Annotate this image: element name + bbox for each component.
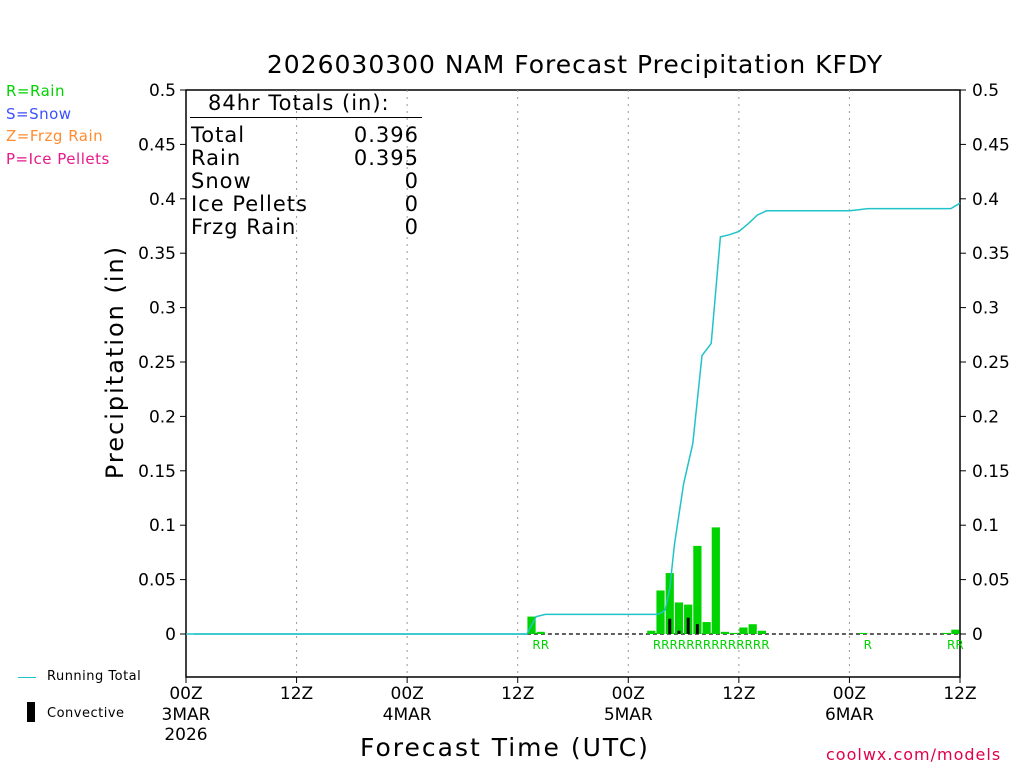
y-tick-label-right: 0.1	[972, 516, 999, 536]
y-tick-label-right: 0.3	[972, 299, 999, 319]
y-tick-label-right: 0.35	[972, 244, 1010, 264]
y-tick-label-left: 0.15	[138, 462, 176, 482]
x-tick-label: 12Z	[501, 684, 534, 704]
precip-bar	[711, 527, 720, 634]
totals-row-label: Rain	[191, 146, 242, 170]
x-tick-label: 12Z	[943, 684, 976, 704]
y-tick-label-right: 0.2	[972, 407, 999, 427]
x-tick-label: 00Z	[612, 684, 645, 704]
y-tick-label-left: 0.45	[138, 135, 176, 155]
y-tick-label-left: 0.2	[149, 407, 176, 427]
totals-row-label: Ice Pellets	[191, 192, 308, 216]
convective-bar	[695, 624, 699, 634]
y-tick-label-right: 0	[972, 625, 983, 645]
totals-row-value: 0	[404, 192, 419, 216]
totals-row-value: 0.396	[353, 123, 419, 147]
y-tick-label-left: 0.3	[149, 299, 176, 319]
totals-row: Rain 0.395	[191, 146, 419, 170]
precip-bar	[720, 631, 730, 634]
convective-legend-label: Convective	[47, 706, 125, 721]
totals-row-value: 0	[404, 169, 419, 193]
y-tick-label-left: 0.25	[138, 353, 176, 373]
y-tick-label-right: 0.25	[972, 353, 1010, 373]
precip-bar	[674, 602, 684, 634]
y-tick-label-right: 0.45	[972, 135, 1010, 155]
precip-bar	[942, 632, 951, 634]
y-tick-label-right: 0.15	[972, 462, 1010, 482]
y-tick-label-right: 0.4	[972, 190, 999, 210]
plot-frame	[185, 89, 961, 678]
totals-row: Ice Pellets 0	[191, 192, 419, 216]
y-tick-label-left: 0	[165, 625, 176, 645]
precip-bar	[665, 573, 674, 634]
y-tick-label-left: 0.35	[138, 244, 176, 264]
totals-row-value: 0.395	[353, 146, 419, 170]
precip-type-legend-item: P=Ice Pellets	[6, 149, 110, 168]
precip-bar	[739, 627, 748, 634]
x-tick-year: 2026	[164, 725, 207, 745]
y-tick-label-right: 0.5	[972, 81, 999, 101]
totals-row-label: Snow	[191, 169, 252, 193]
precip-type-label: RR	[947, 638, 964, 652]
y-tick-label-right: 0.05	[972, 571, 1010, 591]
x-axis-label: Forecast Time (UTC)	[360, 733, 650, 762]
precip-type-label: RRRRRRRRRRRRRR	[653, 638, 770, 652]
totals-row-label: Total	[191, 123, 246, 147]
x-tick-label: 12Z	[280, 684, 313, 704]
y-axis-label: Precipitation (in)	[101, 244, 129, 480]
x-tick-date: 5MAR	[604, 705, 653, 725]
precip-bar	[693, 545, 702, 634]
precip-bar	[951, 629, 960, 634]
convective-legend-swatch	[27, 702, 35, 722]
x-tick-label: 00Z	[833, 684, 866, 704]
running-total-legend-label: Running Total	[47, 669, 142, 684]
running-total-legend-swatch	[18, 677, 36, 678]
precip-bar	[656, 590, 665, 634]
totals-row: Snow 0	[191, 169, 419, 193]
chart-title: 2026030300 NAM Forecast Precipitation KF…	[266, 50, 884, 79]
precip-bar	[757, 630, 766, 634]
y-tick-label-left: 0.05	[138, 571, 176, 591]
precip-bar	[702, 622, 711, 634]
x-tick-label: 12Z	[722, 684, 755, 704]
precip-bar	[748, 624, 757, 634]
convective-bar	[686, 617, 690, 634]
x-tick-label: 00Z	[391, 684, 424, 704]
precip-type-legend-item: R=Rain	[6, 82, 65, 100]
precip-bar	[859, 632, 868, 634]
totals-row: Total 0.396	[191, 123, 419, 147]
precip-bar	[730, 632, 739, 634]
running-total-line	[186, 202, 961, 635]
credit-link[interactable]: coolwx.com/models	[826, 745, 1002, 764]
totals-row: Frzg Rain 0	[191, 215, 419, 239]
precip-type-label: R	[864, 638, 872, 652]
convective-bar	[677, 630, 681, 634]
precip-bar	[647, 630, 656, 634]
precip-type-legend-item: S=Snow	[6, 104, 72, 123]
y-tick-label-left: 0.1	[149, 516, 176, 536]
precip-type-legend-item: Z=Frzg Rain	[6, 127, 104, 145]
precip-bar	[536, 631, 545, 634]
precip-type-label: RR	[532, 638, 549, 652]
x-tick-date: 3MAR	[162, 705, 211, 725]
totals-header: 84hr Totals (in):	[208, 91, 390, 115]
totals-row-value: 0	[404, 215, 419, 239]
y-tick-label-left: 0.5	[149, 81, 176, 101]
x-tick-label: 00Z	[169, 684, 202, 704]
totals-underline	[190, 117, 422, 118]
y-tick-label-left: 0.4	[149, 190, 176, 210]
totals-row-label: Frzg Rain	[191, 215, 297, 239]
x-tick-date: 4MAR	[383, 705, 432, 725]
convective-bar	[668, 618, 672, 634]
x-tick-date: 6MAR	[825, 705, 874, 725]
